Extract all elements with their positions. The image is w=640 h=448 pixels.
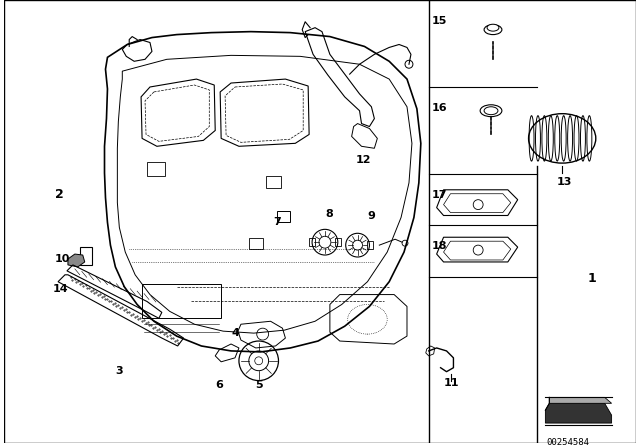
Polygon shape — [545, 403, 612, 423]
Text: 6: 6 — [215, 380, 223, 391]
Bar — [266, 176, 282, 188]
Ellipse shape — [487, 24, 499, 31]
Ellipse shape — [529, 114, 596, 163]
Bar — [80, 247, 92, 265]
Text: 16: 16 — [432, 103, 447, 113]
Bar — [249, 238, 262, 249]
Polygon shape — [68, 254, 84, 267]
Bar — [309, 238, 315, 246]
Text: 2: 2 — [55, 188, 64, 201]
Text: 8: 8 — [325, 210, 333, 220]
Text: 13: 13 — [556, 177, 572, 187]
Text: 12: 12 — [356, 155, 371, 165]
Text: 7: 7 — [273, 217, 282, 228]
Bar — [142, 284, 221, 318]
Text: 10: 10 — [55, 254, 70, 264]
Bar — [276, 211, 291, 222]
Polygon shape — [549, 397, 612, 403]
Bar — [367, 241, 373, 249]
Bar — [335, 238, 340, 246]
Text: 11: 11 — [444, 378, 460, 388]
Text: 5: 5 — [255, 380, 262, 391]
Text: 00254584: 00254584 — [547, 438, 589, 447]
Ellipse shape — [484, 107, 498, 115]
Bar — [147, 162, 165, 176]
Text: 9: 9 — [367, 211, 375, 221]
Text: 17: 17 — [432, 190, 447, 200]
Text: 15: 15 — [432, 16, 447, 26]
Text: 3: 3 — [115, 366, 123, 376]
Text: 18: 18 — [432, 241, 447, 251]
Text: 4: 4 — [231, 328, 239, 338]
Text: 14: 14 — [53, 284, 68, 293]
Text: 1: 1 — [588, 272, 596, 285]
